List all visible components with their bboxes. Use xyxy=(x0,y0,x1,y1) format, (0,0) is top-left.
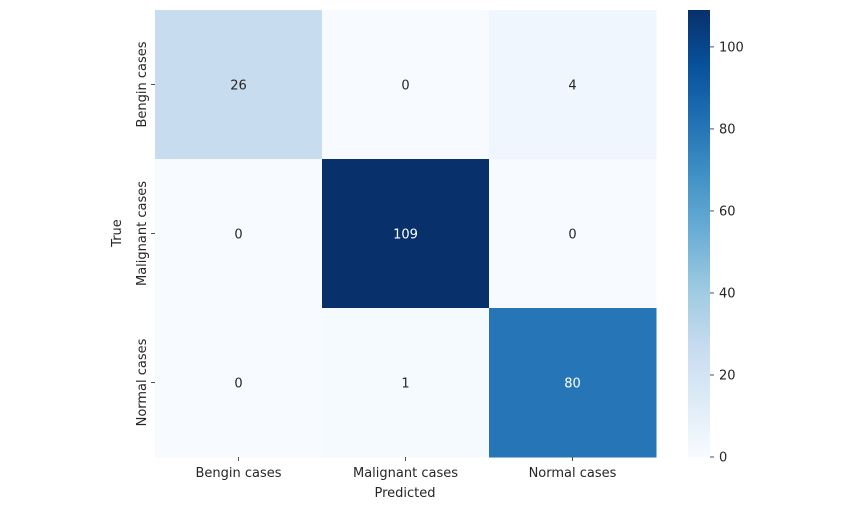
x-axis-label: Predicted xyxy=(374,486,435,501)
colorbar-ticks: 0 20 40 60 80 100 xyxy=(710,40,744,466)
colorbar-tick-label-5: 100 xyxy=(719,40,744,55)
colorbar-tick-label-1: 20 xyxy=(719,368,736,383)
x-tick-label-2: Normal cases xyxy=(529,466,617,481)
colorbar xyxy=(688,10,710,457)
heatmap-cell-r2-c1 xyxy=(322,308,490,458)
heatmap-cell-r1-c2 xyxy=(489,159,657,309)
cell-value-r1-c1: 109 xyxy=(393,228,418,243)
x-tick-label-0: Bengin cases xyxy=(195,466,281,481)
cell-value-r2-c0: 0 xyxy=(234,377,242,392)
x-axis-ticks: Bengin cases Malignant cases Normal cases xyxy=(195,457,617,481)
y-tick-label-2: Normal cases xyxy=(135,338,150,426)
heatmap-cell-r1-c1 xyxy=(322,159,490,309)
heatmap-cell-r0-c2 xyxy=(489,10,657,160)
heatmap-cell-r1-c0 xyxy=(155,159,323,309)
y-axis-label: True xyxy=(110,219,125,248)
y-tick-label-0: Bengin cases xyxy=(135,41,150,127)
colorbar-tick-label-0: 0 xyxy=(719,451,727,466)
cell-value-r2-c2: 80 xyxy=(564,377,581,392)
y-tick-label-1: Malignant cases xyxy=(135,181,150,286)
heatmap-cell-r0-c0 xyxy=(155,10,323,160)
y-axis-ticks: Bengin cases Malignant cases Normal cases xyxy=(135,41,155,426)
heatmap-cells xyxy=(155,10,657,458)
heatmap-cell-labels: 26 0 4 0 109 0 0 1 80 xyxy=(230,79,581,392)
cell-value-r0-c2: 4 xyxy=(568,79,576,94)
heatmap-cell-r0-c1 xyxy=(322,10,490,160)
colorbar-tick-label-3: 60 xyxy=(719,204,736,219)
cell-value-r2-c1: 1 xyxy=(401,377,409,392)
cell-value-r1-c2: 0 xyxy=(568,228,576,243)
heatmap-cell-r2-c0 xyxy=(155,308,323,458)
colorbar-tick-label-4: 80 xyxy=(719,122,736,137)
cell-value-r0-c0: 26 xyxy=(230,79,247,94)
heatmap-cell-r2-c2 xyxy=(489,308,657,458)
colorbar-tick-label-2: 40 xyxy=(719,286,736,301)
x-tick-label-1: Malignant cases xyxy=(353,466,458,481)
cell-value-r1-c0: 0 xyxy=(234,228,242,243)
cell-value-r0-c1: 0 xyxy=(401,79,409,94)
